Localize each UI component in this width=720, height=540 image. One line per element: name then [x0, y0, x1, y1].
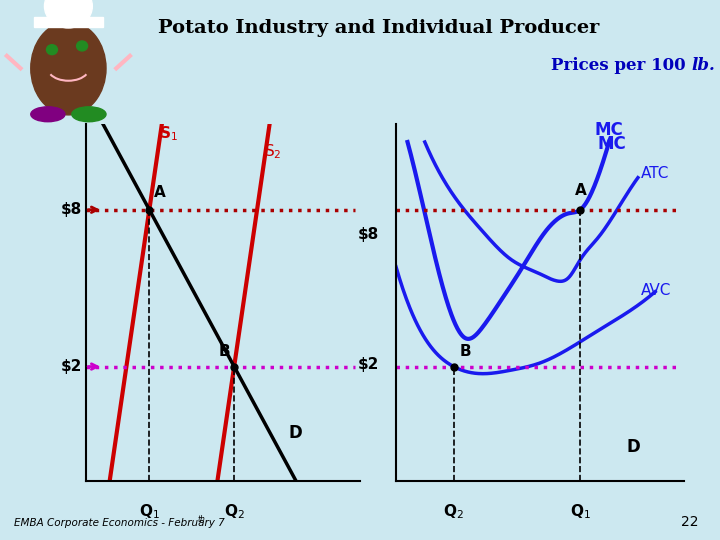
Text: B: B	[459, 344, 471, 359]
Ellipse shape	[45, 0, 92, 28]
Text: $8: $8	[358, 227, 379, 242]
Text: Q$_2$: Q$_2$	[224, 502, 245, 521]
Text: lb.: lb.	[691, 57, 715, 73]
Text: A: A	[575, 184, 586, 199]
Ellipse shape	[31, 107, 65, 122]
Text: MC: MC	[598, 135, 626, 153]
Text: Prices per 100: Prices per 100	[551, 57, 691, 73]
Text: A: A	[153, 185, 166, 200]
Text: D: D	[626, 438, 640, 456]
Text: $2: $2	[358, 357, 379, 372]
Text: th: th	[198, 515, 206, 524]
Text: EMBA Corporate Economics - February 7: EMBA Corporate Economics - February 7	[14, 518, 225, 529]
Text: 22: 22	[681, 516, 698, 530]
Text: D: D	[289, 424, 302, 442]
Text: MC: MC	[595, 121, 624, 139]
Text: Potato Industry and Individual Producer: Potato Industry and Individual Producer	[158, 19, 600, 37]
Text: S$_1$: S$_1$	[159, 124, 178, 143]
Text: Q$_2$: Q$_2$	[444, 502, 464, 521]
Text: S$_2$: S$_2$	[264, 142, 282, 161]
Text: $2: $2	[60, 359, 82, 374]
Ellipse shape	[72, 107, 106, 122]
Circle shape	[76, 41, 88, 51]
Text: Q$_1$: Q$_1$	[139, 502, 160, 521]
Text: $8: $8	[60, 202, 82, 217]
Text: B: B	[219, 344, 230, 359]
Text: ATC: ATC	[641, 166, 669, 181]
Text: AVC: AVC	[641, 284, 671, 298]
Ellipse shape	[31, 22, 106, 115]
Circle shape	[47, 45, 58, 55]
Text: Q$_1$: Q$_1$	[570, 502, 590, 521]
Bar	[35, 17, 103, 28]
